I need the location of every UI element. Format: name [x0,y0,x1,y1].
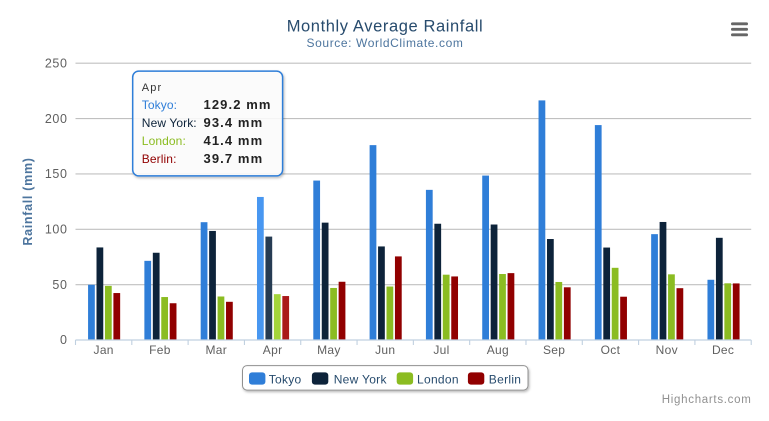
svg-text:Monthly Average Rainfall: Monthly Average Rainfall [287,18,484,36]
svg-text:Sep: Sep [543,343,565,357]
svg-text:Source: WorldClimate.com: Source: WorldClimate.com [307,36,464,50]
svg-text:Feb: Feb [149,343,171,357]
svg-text:New York:: New York: [142,116,197,130]
svg-text:Berlin: Berlin [489,372,521,386]
svg-text:New York: New York [334,372,388,386]
svg-text:London:: London: [142,134,186,148]
svg-text:Jan: Jan [94,343,114,357]
svg-text:39.7 mm: 39.7 mm [204,151,264,166]
svg-text:Oct: Oct [601,343,621,357]
svg-text:Aug: Aug [487,343,509,357]
svg-text:Dec: Dec [712,343,734,357]
svg-text:Mar: Mar [205,343,227,357]
svg-text:129.2 mm: 129.2 mm [204,97,272,112]
svg-text:Jul: Jul [433,343,449,357]
svg-text:Apr: Apr [263,343,283,357]
svg-text:0: 0 [60,333,68,347]
svg-text:200: 200 [45,112,68,126]
svg-text:Berlin:: Berlin: [142,152,177,166]
svg-text:Highcharts.com: Highcharts.com [662,394,752,406]
svg-text:Jun: Jun [375,343,395,357]
svg-text:41.4 mm: 41.4 mm [204,133,264,148]
svg-text:Tokyo: Tokyo [269,372,302,386]
svg-text:Apr: Apr [142,82,162,94]
svg-text:50: 50 [52,278,67,292]
svg-text:150: 150 [45,167,68,181]
svg-text:Rainfall (mm): Rainfall (mm) [21,157,35,245]
svg-text:93.4 mm: 93.4 mm [204,115,264,130]
svg-text:Nov: Nov [656,343,678,357]
svg-text:Tokyo:: Tokyo: [142,98,177,112]
svg-text:250: 250 [45,56,68,70]
svg-text:May: May [317,343,341,357]
svg-text:100: 100 [45,222,68,236]
svg-text:London: London [417,372,459,386]
